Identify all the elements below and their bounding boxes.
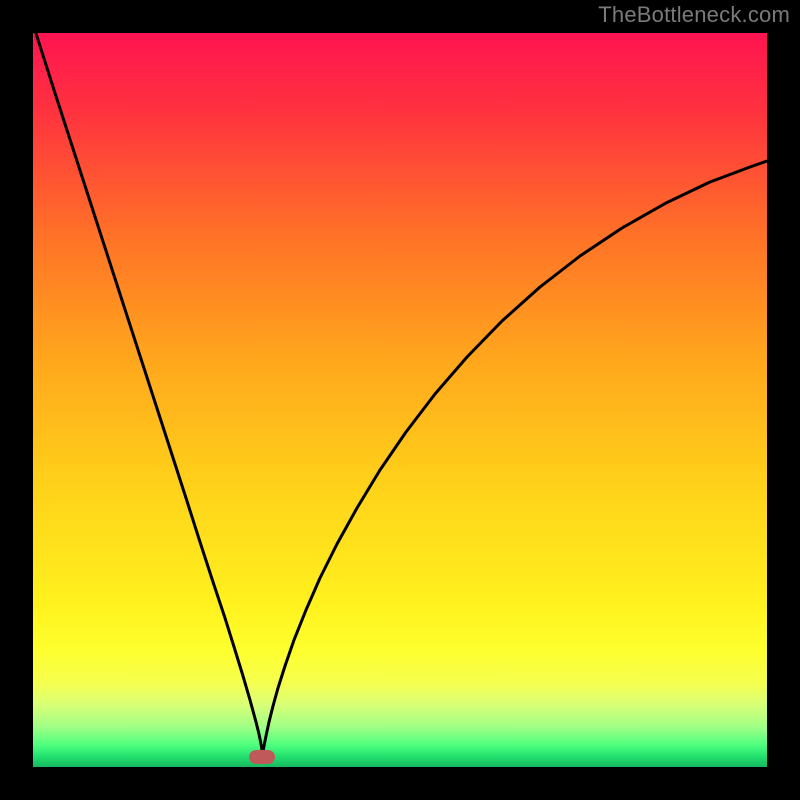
- bottleneck-curve: [33, 33, 767, 767]
- optimal-point-marker: [249, 750, 275, 764]
- plot-area: [33, 33, 767, 767]
- chart-container: TheBottleneck.com: [0, 0, 800, 800]
- watermark-text: TheBottleneck.com: [598, 2, 790, 28]
